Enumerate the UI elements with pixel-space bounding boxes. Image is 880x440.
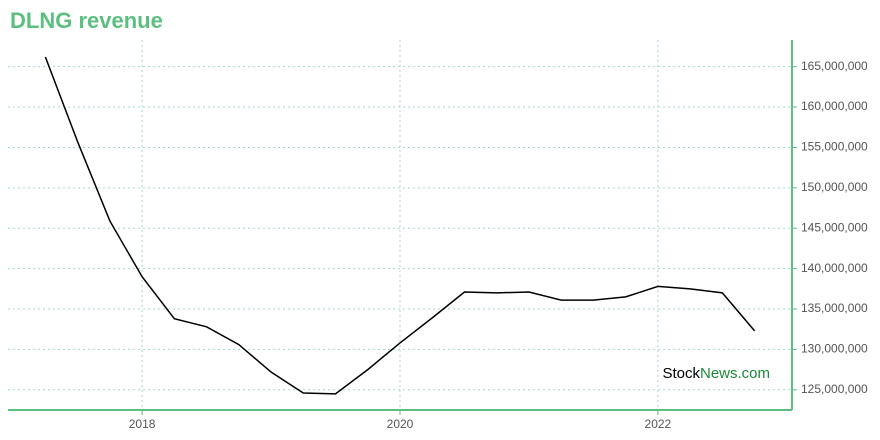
- y-tick-label: 135,000,000: [801, 301, 868, 315]
- chart-title: DLNG revenue: [10, 8, 163, 33]
- y-tick-label: 145,000,000: [801, 220, 868, 234]
- y-tick-label: 155,000,000: [801, 140, 868, 154]
- watermark-suffix: News.com: [700, 365, 770, 382]
- y-tick-label: 130,000,000: [801, 342, 868, 356]
- x-tick-label: 2018: [129, 417, 156, 431]
- watermark: StockNews.com: [662, 365, 770, 382]
- y-tick-label: 140,000,000: [801, 261, 868, 275]
- x-tick-label: 2022: [645, 417, 672, 431]
- y-tick-label: 160,000,000: [801, 99, 868, 113]
- y-tick-label: 125,000,000: [801, 382, 868, 396]
- watermark-prefix: Stock: [662, 365, 700, 382]
- line-series: [44, 56, 756, 395]
- y-tick-label: 165,000,000: [801, 59, 868, 73]
- x-tick-label: 2020: [387, 417, 414, 431]
- y-tick-label: 150,000,000: [801, 180, 868, 194]
